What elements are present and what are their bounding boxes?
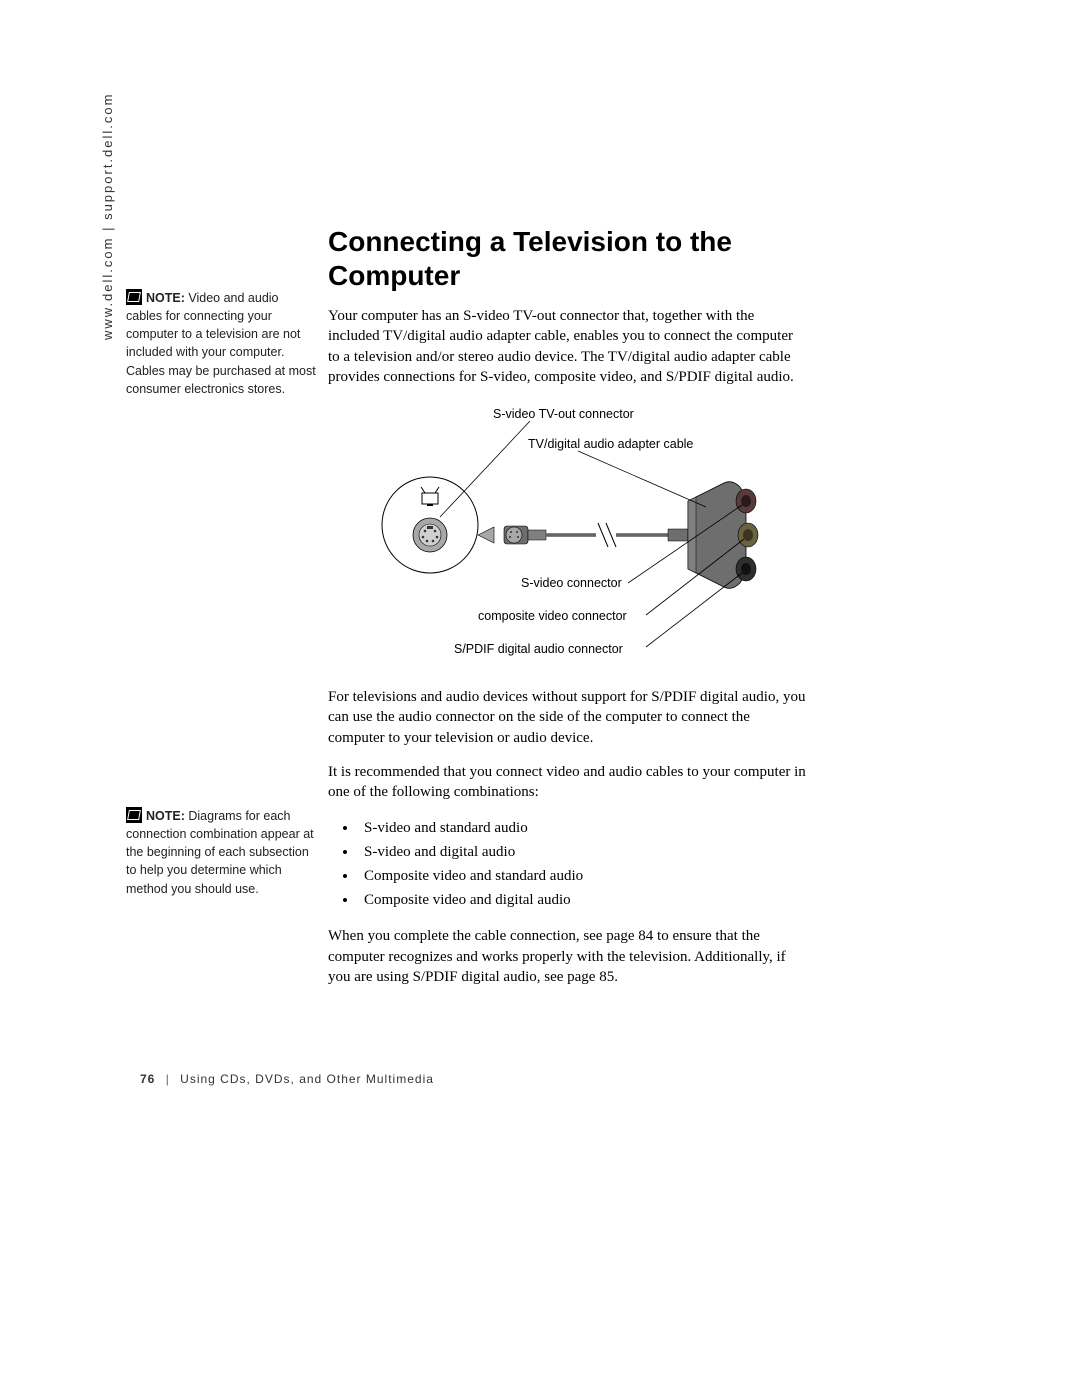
note-text: Video and audio cables for connecting yo… bbox=[126, 291, 316, 396]
combination-list: S-video and standard audio S-video and d… bbox=[358, 816, 808, 912]
paragraph-recommend: It is recommended that you connect video… bbox=[328, 762, 808, 803]
footer-separator: | bbox=[166, 1072, 170, 1086]
note-icon bbox=[126, 289, 142, 305]
connector-diagram: S-video TV-out connector TV/digital audi… bbox=[328, 401, 808, 671]
paragraph-closing: When you complete the cable connection, … bbox=[328, 926, 808, 987]
paragraph-intro: Your computer has an S-video TV-out conn… bbox=[328, 306, 808, 387]
note-diagrams: NOTE: Diagrams for each connection combi… bbox=[126, 807, 316, 898]
paragraph-spdif: For televisions and audio devices withou… bbox=[328, 687, 808, 748]
label-svideo-tvout: S-video TV-out connector bbox=[493, 407, 634, 421]
note-label: NOTE: bbox=[146, 291, 185, 305]
list-item: S-video and standard audio bbox=[358, 816, 808, 840]
main-content: Connecting a Television to the Computer … bbox=[328, 225, 808, 1001]
page-footer: 76 | Using CDs, DVDs, and Other Multimed… bbox=[140, 1072, 434, 1086]
page-title: Connecting a Television to the Computer bbox=[328, 225, 808, 292]
page-number: 76 bbox=[140, 1072, 155, 1086]
note-icon bbox=[126, 807, 142, 823]
label-tv-adapter: TV/digital audio adapter cable bbox=[528, 437, 693, 451]
label-spdif-conn: S/PDIF digital audio connector bbox=[454, 642, 623, 656]
note-label: NOTE: bbox=[146, 809, 185, 823]
label-svideo-conn: S-video connector bbox=[521, 576, 622, 590]
sidebar-url: www.dell.com | support.dell.com bbox=[100, 93, 115, 340]
list-item: S-video and digital audio bbox=[358, 840, 808, 864]
note-video-audio: NOTE: Video and audio cables for connect… bbox=[126, 289, 316, 398]
footer-chapter: Using CDs, DVDs, and Other Multimedia bbox=[180, 1072, 434, 1086]
list-item: Composite video and digital audio bbox=[358, 888, 808, 912]
label-composite-conn: composite video connector bbox=[478, 609, 627, 623]
list-item: Composite video and standard audio bbox=[358, 864, 808, 888]
